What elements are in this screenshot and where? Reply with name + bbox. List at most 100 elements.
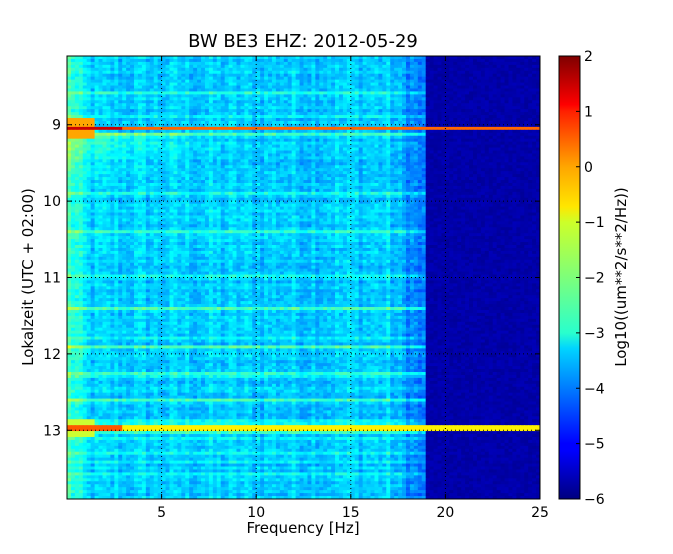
heatmap-cell (98, 58, 104, 63)
heatmap-cell (189, 67, 194, 72)
heatmap-cell (512, 91, 517, 95)
heatmap-cell (536, 76, 540, 81)
heatmap-cell (512, 76, 517, 81)
heatmap-cell (193, 88, 198, 93)
heatmap-cell (374, 61, 379, 66)
heatmap-cell (204, 70, 210, 75)
heatmap-cell (472, 88, 478, 93)
heatmap-cell (441, 82, 446, 87)
heatmap-cell (275, 67, 281, 72)
heatmap-cell (161, 70, 167, 75)
heatmap-cell (67, 94, 72, 98)
heatmap-cell (157, 61, 163, 66)
heatmap-cell (500, 58, 506, 63)
heatmap-cell (271, 94, 277, 98)
heatmap-cell (492, 91, 498, 95)
heatmap-cell (315, 58, 320, 63)
heatmap-cell (86, 73, 92, 78)
heatmap-cell (370, 61, 376, 66)
heatmap-cell (457, 91, 462, 95)
heatmap-cell (82, 56, 88, 60)
heatmap-cell (271, 79, 277, 84)
heatmap-cell (374, 100, 379, 104)
heatmap-cell (417, 64, 423, 69)
heatmap-cell (181, 73, 186, 78)
heatmap-cell (465, 61, 470, 66)
heatmap-cell (137, 94, 143, 98)
heatmap-cell (165, 70, 171, 75)
heatmap-cell (386, 61, 391, 66)
heatmap-cell (260, 91, 265, 95)
heatmap-cell (268, 85, 273, 90)
heatmap-cell (429, 64, 435, 69)
heatmap-cell (189, 100, 194, 104)
heatmap-cell (98, 70, 104, 75)
heatmap-cell (472, 79, 478, 84)
heatmap-cell (216, 76, 222, 81)
heatmap-cell (457, 61, 462, 66)
heatmap-cell (106, 73, 111, 78)
heatmap-cell (362, 88, 368, 93)
heatmap-cell (461, 76, 466, 81)
heatmap-cell (248, 76, 253, 81)
heatmap-cell (520, 61, 525, 66)
heatmap-cell (437, 82, 443, 87)
heatmap-cell (421, 58, 427, 63)
heatmap-cell (291, 79, 297, 84)
heatmap-cell (437, 64, 443, 69)
heatmap-cell (157, 85, 163, 90)
heatmap-cell (260, 61, 265, 66)
heatmap-cell (122, 97, 127, 101)
heatmap-cell (271, 56, 277, 60)
heatmap-cell (327, 73, 332, 78)
heatmap-cell (260, 76, 265, 81)
heatmap-cell (197, 100, 202, 104)
heatmap-cell (283, 88, 289, 93)
heatmap-cell (153, 100, 159, 104)
heatmap-cell (311, 58, 316, 63)
heatmap-cell (488, 70, 494, 75)
heatmap-cell (271, 85, 277, 90)
heatmap-cell (181, 88, 186, 93)
heatmap-cell (488, 97, 494, 101)
heatmap-cell (94, 64, 100, 69)
heatmap-cell (118, 94, 123, 98)
heatmap-cell (449, 94, 454, 98)
heatmap-cell (220, 79, 226, 84)
heatmap-cell (173, 88, 178, 93)
heatmap-cell (130, 94, 135, 98)
heatmap-cell (130, 67, 135, 72)
heatmap-cell (425, 70, 431, 75)
heatmap-cell (350, 76, 356, 81)
heatmap-cell (315, 64, 320, 69)
heatmap-cell (130, 58, 135, 63)
heatmap-cell (177, 94, 182, 98)
heatmap-cell (315, 94, 320, 98)
heatmap-cell (335, 97, 340, 101)
heatmap-cell (70, 94, 76, 98)
heatmap-cell (453, 91, 458, 95)
heatmap-cell (185, 70, 190, 75)
heatmap-cell (220, 56, 226, 60)
heatmap-cell (465, 73, 470, 78)
heatmap-cell (323, 76, 328, 81)
heatmap-cell (118, 58, 123, 63)
heatmap-cell (220, 61, 226, 66)
heatmap-cell (90, 79, 96, 84)
heatmap-cell (212, 94, 218, 98)
heatmap-cell (532, 94, 537, 98)
heatmap-cell (275, 61, 281, 66)
heatmap-cell (193, 58, 198, 63)
heatmap-cell (67, 76, 72, 81)
heatmap-cell (480, 94, 486, 98)
heatmap-cell (520, 76, 525, 81)
heatmap-cell (86, 94, 92, 98)
heatmap-cell (516, 76, 521, 81)
heatmap-cell (453, 88, 458, 93)
heatmap-cell (208, 64, 214, 69)
heatmap-cell (425, 73, 431, 78)
heatmap-cell (315, 85, 320, 90)
heatmap-cell (78, 91, 84, 95)
heatmap-cell (271, 64, 277, 69)
heatmap-cell (362, 58, 368, 63)
